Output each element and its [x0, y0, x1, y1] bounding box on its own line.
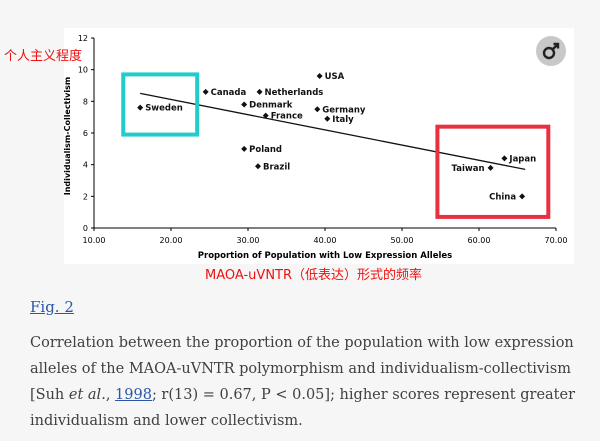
caption-part: Correlation between the proportion of th…: [30, 335, 574, 403]
highlight-box-red: [435, 124, 551, 219]
x-axis-label: Proportion of Population with Low Expres…: [198, 251, 452, 261]
point-label-italy: Italy: [332, 115, 354, 125]
data-point-canada: [202, 88, 209, 95]
highlight-box-cyan: [121, 72, 200, 137]
scatter-chart: 0 2 4 6 8 10 12 10.00 20.00 30.00 40.00 50.00 60.00 7…: [63, 28, 574, 264]
figure-caption: Fig. 2 Correlation between the proportio…: [0, 290, 600, 441]
y-tick-label: 10: [78, 66, 88, 75]
x-tick-label: 40.00: [314, 236, 337, 245]
caption-stats: ; r(13) = 0.67, P < 0.05]; higher scores…: [30, 387, 576, 429]
data-point-china: [519, 193, 526, 200]
x-tick-label: 70.00: [545, 236, 568, 245]
point-label-china: China: [489, 192, 516, 202]
point-label-japan: Japan: [508, 154, 536, 164]
y-tick-label: 4: [83, 161, 88, 170]
data-point-france: [262, 112, 269, 119]
caption-text: Correlation between the proportion of th…: [30, 330, 586, 434]
y-axis-label: Individualism-Collectivism: [63, 77, 72, 195]
data-point-netherlands: [256, 88, 263, 95]
y-axis-chinese-annotation: 个人主义程度: [4, 49, 83, 64]
data-point-taiwan: [487, 164, 494, 171]
x-tick-label: 50.00: [391, 236, 414, 245]
gender-male-female-icon[interactable]: [536, 36, 566, 66]
reference-link-1998[interactable]: 1998: [115, 387, 152, 403]
y-tick-label: 0: [83, 224, 88, 233]
figure-link[interactable]: Fig. 2: [30, 298, 74, 316]
x-axis-chinese-annotation: MAOA-uVNTR（低表达）形式的频率: [205, 268, 423, 283]
x-tick-label: 30.00: [237, 236, 260, 245]
y-tick-label: 8: [83, 97, 88, 106]
data-point-brazil: [255, 163, 262, 170]
data-point-poland: [241, 145, 248, 152]
x-tick-label: 60.00: [468, 236, 491, 245]
trendline: [140, 92, 526, 171]
point-label-poland: Poland: [249, 145, 282, 155]
data-point-denmark: [241, 101, 248, 108]
data-point-japan: [501, 155, 508, 162]
point-label-canada: Canada: [211, 88, 247, 98]
y-tick-label: 6: [83, 129, 88, 138]
x-tick-label: 10.00: [83, 236, 106, 245]
data-point-germany: [314, 106, 321, 113]
point-label-denmark: Denmark: [249, 101, 293, 111]
point-label-taiwan: Taiwan: [452, 164, 485, 174]
plot-background: [64, 28, 574, 264]
point-label-netherlands: Netherlands: [265, 88, 324, 98]
point-label-brazil: Brazil: [263, 162, 290, 172]
x-tick-label: 20.00: [160, 236, 183, 245]
point-label-france: France: [271, 112, 303, 122]
data-point-italy: [324, 115, 331, 122]
point-label-sweden: Sweden: [145, 104, 183, 114]
chart-area: 0 2 4 6 8 10 12 10.00 20.00 30.00 40.00 50.00 60.00 7…: [4, 28, 574, 283]
y-tick-label: 12: [78, 34, 88, 43]
point-label-usa: USA: [325, 72, 345, 82]
point-label-germany: Germany: [322, 105, 366, 115]
data-point-sweden: [137, 104, 144, 111]
caption-et-al: et al.: [68, 387, 106, 403]
caption-sep: ,: [105, 387, 116, 403]
y-tick-label: 2: [83, 192, 88, 201]
data-point-usa: [316, 73, 323, 79]
